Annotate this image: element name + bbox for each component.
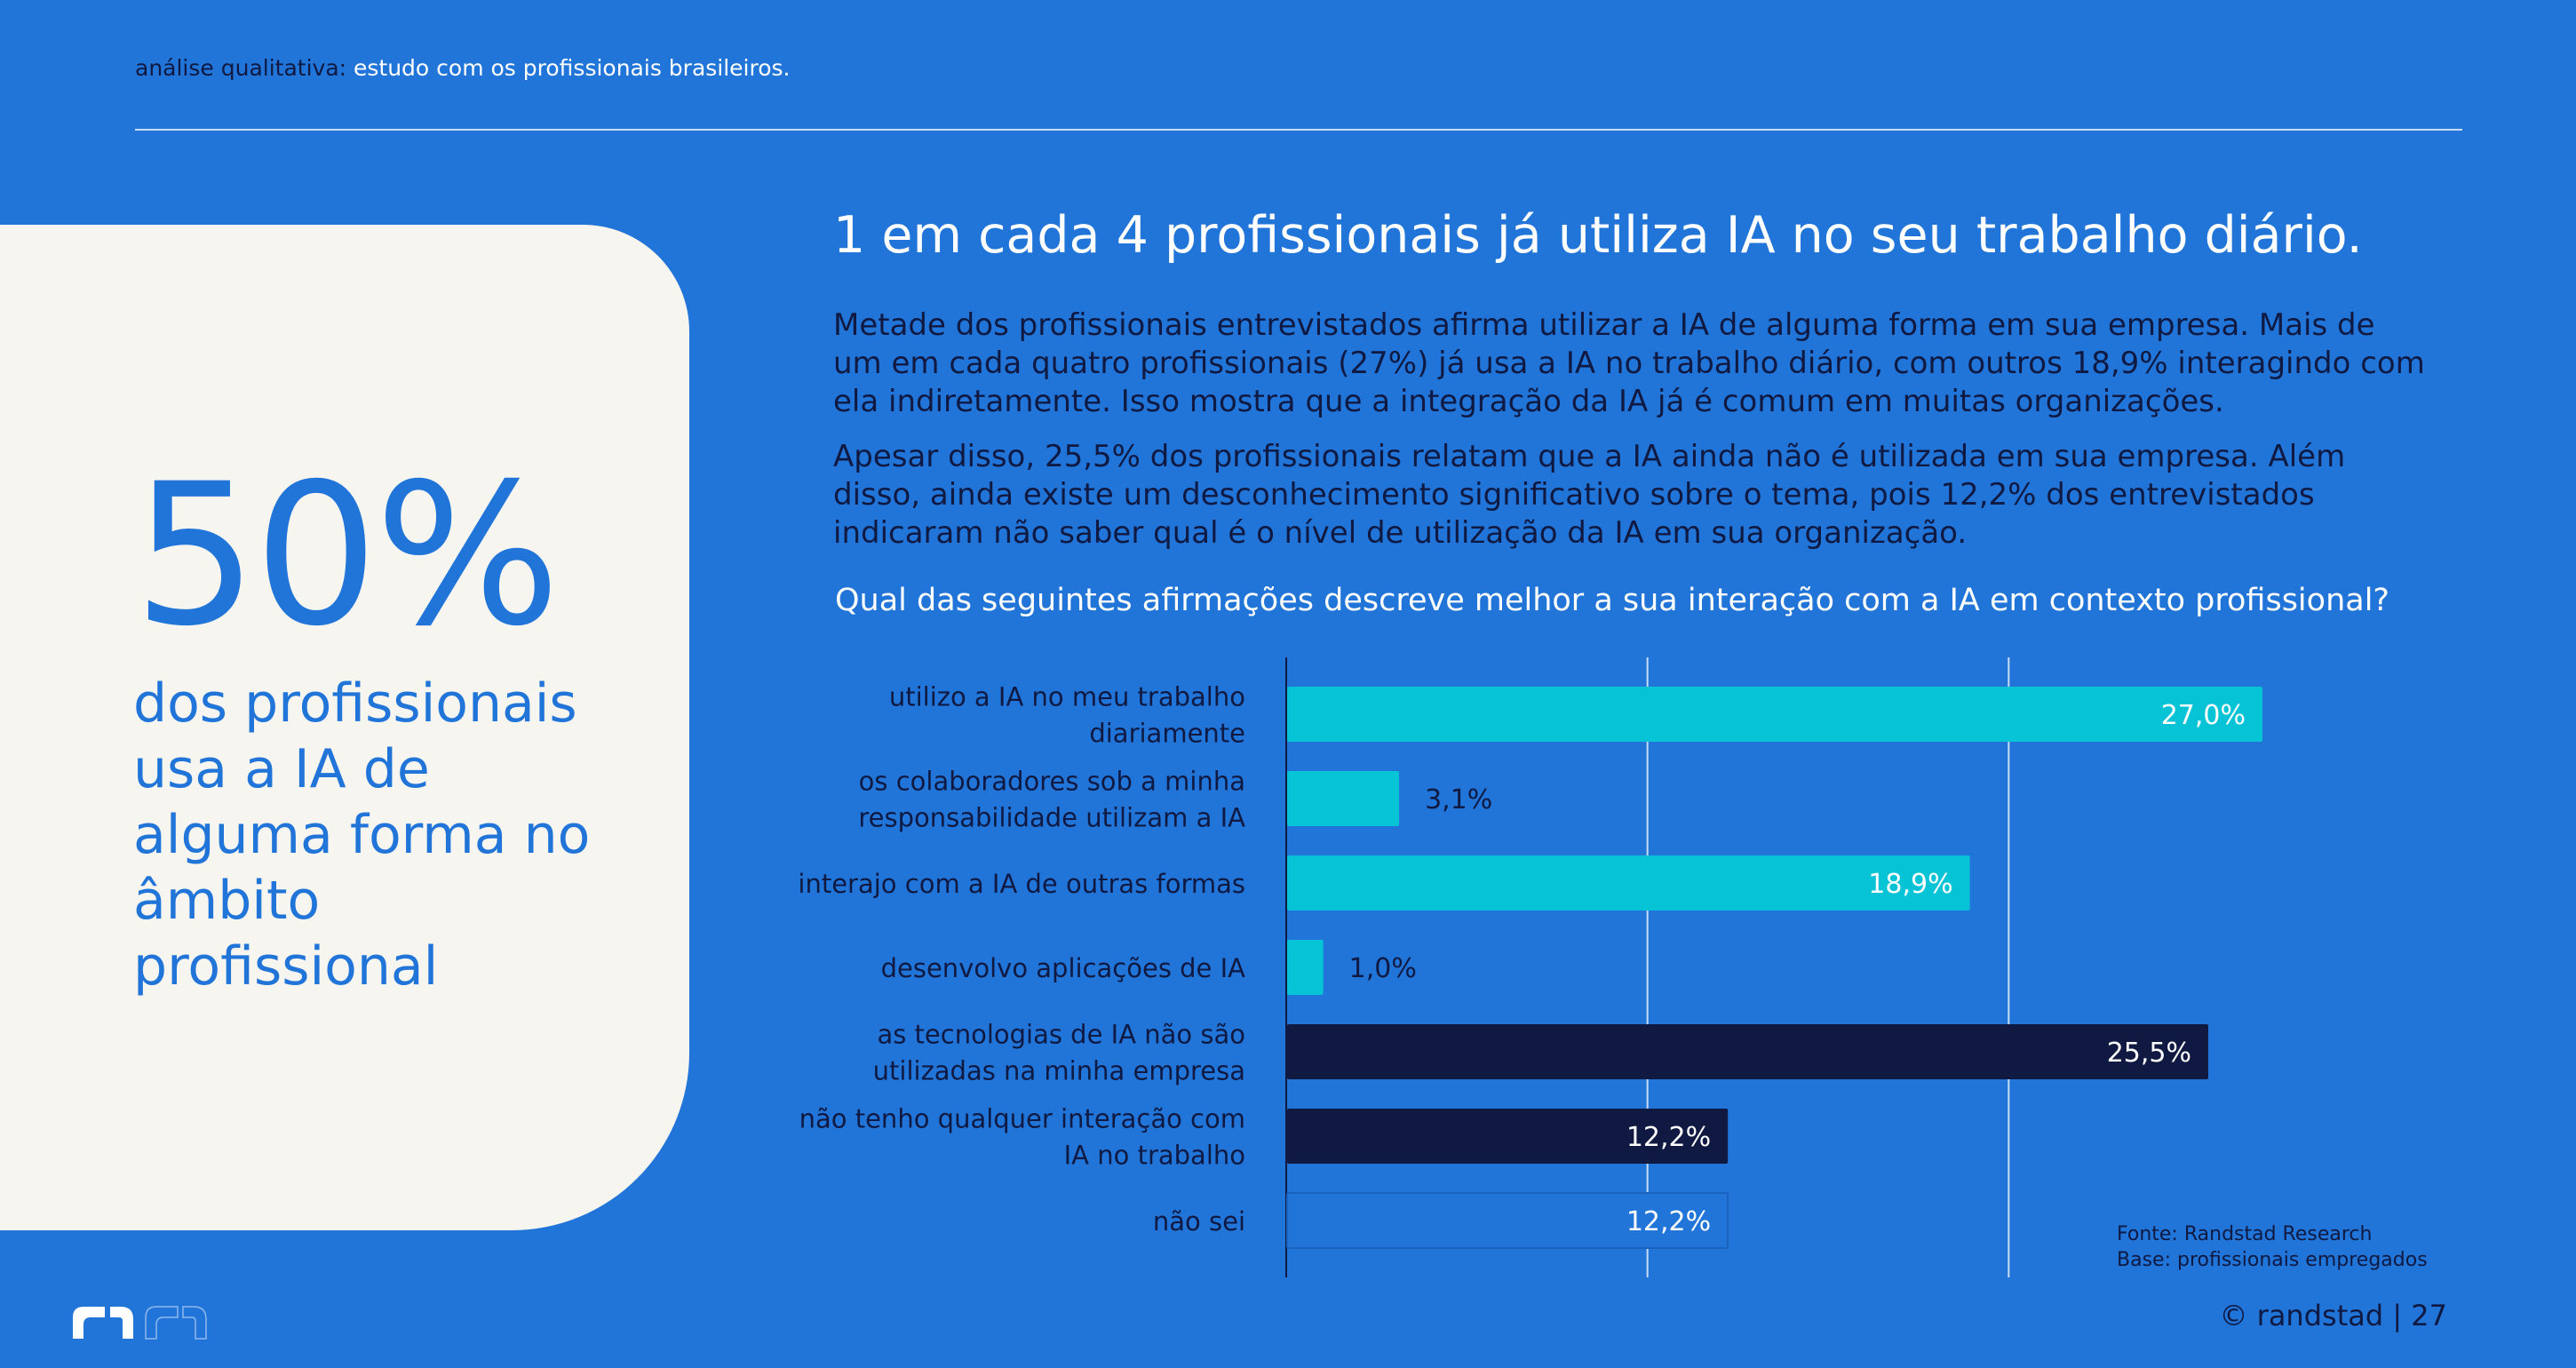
data-label: 1,0% — [1349, 953, 1417, 984]
randstad-logo-icon — [73, 1306, 207, 1340]
report-header: análise qualitativa: estudo com os profi… — [135, 55, 791, 81]
category-label: as tecnologias de IA não são — [877, 1020, 1245, 1050]
bar — [1287, 687, 2262, 742]
bar — [1287, 855, 1970, 911]
data-label: 3,1% — [1425, 784, 1492, 815]
header-keyword: análise qualitativa: — [135, 55, 347, 81]
page-title: 1 em cada 4 profissionais já utiliza IA … — [833, 206, 2363, 265]
data-label: 18,9% — [1868, 869, 1952, 900]
source-note: Fonte: Randstad Research Base: profissio… — [2117, 1221, 2428, 1273]
category-label: utilizo a IA no meu trabalho — [889, 682, 1245, 712]
paragraph-2: Apesar disso, 25,5% dos profissionais re… — [833, 439, 2346, 551]
category-label: os colaboradores sob a minha — [859, 767, 1245, 797]
category-label: interajo com a IA de outras formas — [798, 869, 1245, 899]
bar — [1287, 771, 1400, 826]
bar — [1287, 940, 1324, 995]
highlight-caption: dos profissionais usa a IA de alguma for… — [133, 672, 591, 998]
footer-page-info: © randstad | 27 — [2219, 1299, 2447, 1332]
highlight-card — [0, 225, 689, 1230]
bar — [1286, 1192, 1729, 1249]
category-label: desenvolvo aplicações de IA — [881, 953, 1246, 983]
category-label: utilizadas na minha empresa — [873, 1056, 1245, 1086]
category-label: não sei — [1153, 1206, 1245, 1237]
category-label: IA no trabalho — [1064, 1141, 1245, 1171]
base-line: Base: profissionais empregados — [2117, 1249, 2428, 1271]
data-label: 12,2% — [1626, 1122, 1711, 1153]
bar — [1287, 1109, 1729, 1164]
category-label: não tenho qualquer interação com — [799, 1104, 1245, 1134]
data-label: 27,0% — [2161, 700, 2246, 731]
category-label: diariamente — [1089, 719, 1245, 749]
header-subtitle: estudo com os profissionais brasileiros. — [346, 55, 791, 81]
data-label: 25,5% — [2107, 1038, 2191, 1069]
header-divider — [135, 129, 2462, 131]
paragraph-1: Metade dos profissionais entrevistados a… — [833, 307, 2425, 419]
data-label: 12,2% — [1626, 1206, 1711, 1237]
bar — [1287, 1024, 2208, 1079]
source-line: Fonte: Randstad Research — [2117, 1223, 2373, 1245]
category-label: responsabilidade utilizam a IA — [858, 803, 1245, 833]
survey-question: Qual das seguintes afirmações descreve m… — [835, 583, 2389, 618]
highlight-value: 50% — [133, 441, 561, 669]
